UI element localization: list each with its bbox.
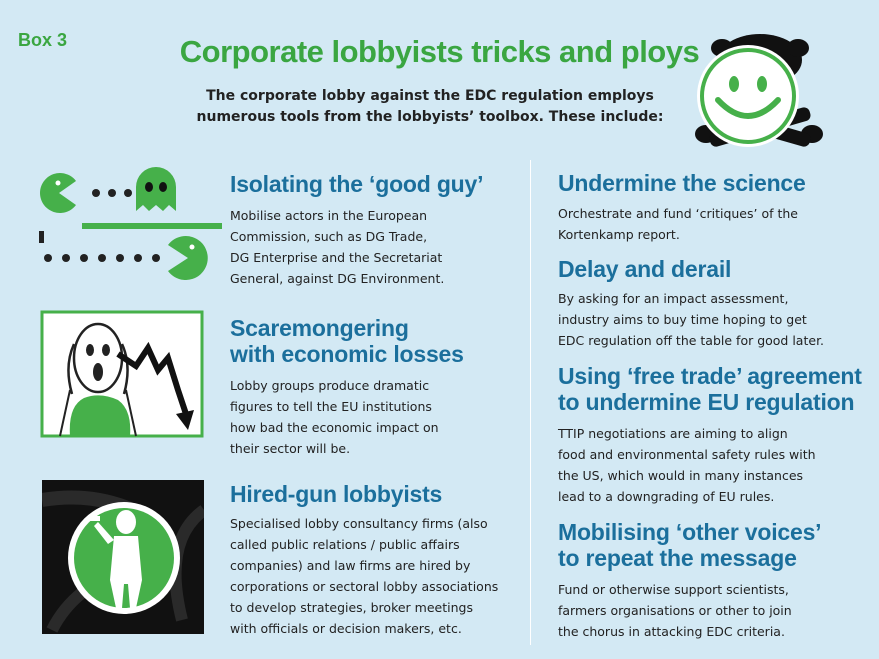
body-line: TTIP negotiations are aiming to align bbox=[558, 426, 788, 441]
heading-line: Delay and derail bbox=[558, 256, 732, 282]
heading-line: Scaremongering bbox=[230, 315, 409, 341]
heading-line: to undermine EU regulation bbox=[558, 389, 855, 415]
body-line: companies) and law firms are hired by bbox=[230, 558, 471, 573]
body-line: Commission, such as DG Trade, bbox=[230, 229, 428, 244]
body-line: called public relations / public affairs bbox=[230, 537, 460, 552]
box-label: Box 3 bbox=[18, 30, 68, 50]
body-line: Mobilise actors in the European bbox=[230, 208, 428, 223]
column-divider bbox=[530, 160, 531, 645]
heading-line: Hired-gun lobbyists bbox=[230, 481, 443, 507]
body-line: industry aims to buy time hoping to get bbox=[558, 312, 807, 327]
heading-scaremongering: Scaremongering with economic losses bbox=[230, 315, 464, 367]
heading-line: Mobilising ‘other voices’ bbox=[558, 519, 822, 545]
text-undermine-science: Orchestrate and fund ‘critiques’ of the … bbox=[558, 203, 798, 245]
body-line: Fund or otherwise support scientists, bbox=[558, 582, 789, 597]
intro-line: The corporate lobby against the EDC regu… bbox=[206, 88, 654, 104]
smiley-skull-icon bbox=[680, 20, 830, 155]
heading-free-trade: Using ‘free trade’ agreement to undermin… bbox=[558, 363, 862, 415]
heading-isolating-good-guy: Isolating the ‘good guy’ bbox=[230, 171, 484, 197]
heading-line: Isolating the ‘good guy’ bbox=[230, 171, 484, 197]
page-title: Corporate lobbyists tricks and ploys bbox=[179, 34, 700, 69]
body-line: lead to a downgrading of EU rules. bbox=[558, 489, 775, 504]
body-line: farmers organisations or other to join bbox=[558, 603, 792, 618]
text-isolating-good-guy: Mobilise actors in the European Commissi… bbox=[230, 205, 444, 289]
body-line: how bad the economic impact on bbox=[230, 420, 439, 435]
body-line: EDC regulation off the table for good la… bbox=[558, 333, 825, 348]
heading-line: Using ‘free trade’ agreement bbox=[558, 363, 862, 389]
heading-delay-derail: Delay and derail bbox=[558, 256, 731, 282]
text-free-trade: TTIP negotiations are aiming to align fo… bbox=[558, 423, 816, 507]
body-line: with officials or decision makers, etc. bbox=[230, 621, 462, 636]
body-line: General, against DG Environment. bbox=[230, 271, 445, 286]
intro-text: The corporate lobby against the EDC regu… bbox=[190, 86, 670, 128]
body-line: Lobby groups produce dramatic bbox=[230, 378, 430, 393]
heading-undermine-science: Undermine the science bbox=[558, 170, 806, 196]
body-line: food and environmental safety rules with bbox=[558, 447, 816, 462]
body-line: the chorus in attacking EDC criteria. bbox=[558, 624, 785, 639]
text-hired-gun: Specialised lobby consultancy firms (als… bbox=[230, 513, 498, 639]
body-line: Specialised lobby consultancy firms (als… bbox=[230, 516, 488, 531]
pacman-ghost-icon bbox=[36, 165, 226, 280]
body-line: corporations or sectoral lobby associati… bbox=[230, 579, 499, 594]
intro-line: numerous tools from the lobbyists’ toolb… bbox=[196, 109, 664, 125]
heading-other-voices: Mobilising ‘other voices’ to repeat the … bbox=[558, 519, 822, 571]
heading-line: to repeat the message bbox=[558, 545, 797, 571]
body-line: By asking for an impact assessment, bbox=[558, 291, 789, 306]
heading-line: with economic losses bbox=[230, 341, 464, 367]
heading-line: Undermine the science bbox=[558, 170, 806, 196]
body-line: DG Enterprise and the Secretariat bbox=[230, 250, 443, 265]
text-other-voices: Fund or otherwise support scientists, fa… bbox=[558, 579, 792, 642]
body-line: Orchestrate and fund ‘critiques’ of the bbox=[558, 206, 798, 221]
scream-chart-icon bbox=[40, 310, 205, 440]
body-line: to develop strategies, broker meetings bbox=[230, 600, 473, 615]
spy-gun-icon bbox=[40, 480, 208, 634]
body-line: their sector will be. bbox=[230, 441, 351, 456]
body-line: the US, which would in many instances bbox=[558, 468, 804, 483]
text-delay-derail: By asking for an impact assessment, indu… bbox=[558, 288, 824, 351]
body-line: Kortenkamp report. bbox=[558, 227, 680, 242]
body-line: figures to tell the EU institutions bbox=[230, 399, 432, 414]
heading-hired-gun: Hired-gun lobbyists bbox=[230, 481, 442, 507]
text-scaremongering: Lobby groups produce dramatic figures to… bbox=[230, 375, 439, 459]
